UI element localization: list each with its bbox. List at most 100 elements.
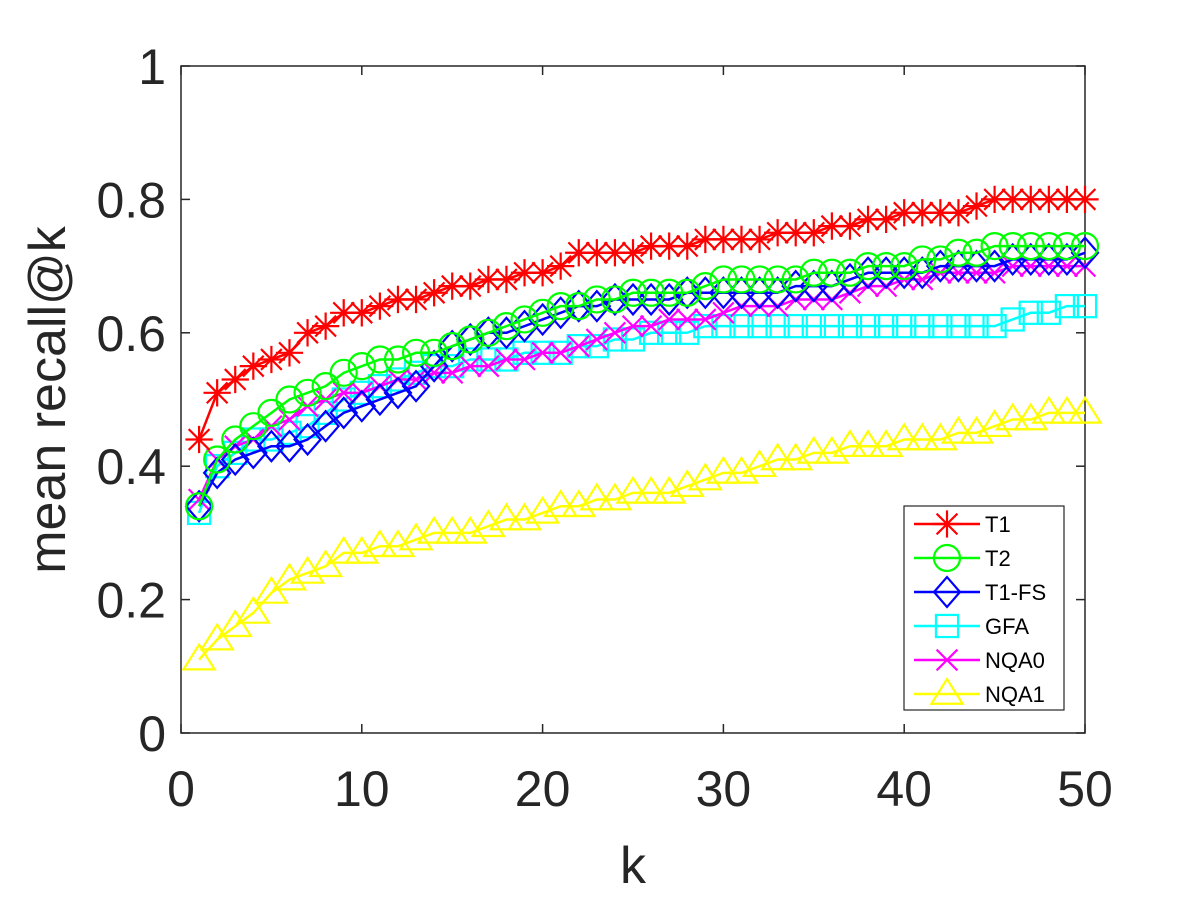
- data-point: [271, 562, 308, 591]
- axis-ticks: 0 10 20 30 40 50 0 0.2 0.4 0.6 0.8 1: [96, 39, 1112, 817]
- data-point: [868, 429, 904, 458]
- data-point: [964, 313, 989, 339]
- data-point: [854, 205, 882, 234]
- data-point: [873, 313, 899, 339]
- data-point: [602, 327, 628, 352]
- data-point: [892, 313, 917, 339]
- data-point: [872, 205, 900, 234]
- data-point: [636, 278, 666, 307]
- data-point: [890, 252, 919, 281]
- data-point: [329, 396, 359, 430]
- data-point: [783, 313, 808, 339]
- data-point: [1071, 185, 1099, 214]
- data-point: [459, 354, 482, 378]
- y-tick-label: 0.6: [96, 306, 166, 362]
- data-point: [1067, 395, 1103, 424]
- y-tick-label: 0.8: [96, 172, 166, 228]
- data-point: [778, 442, 814, 471]
- data-point: [908, 245, 937, 274]
- data-point: [908, 199, 936, 227]
- data-point: [801, 313, 826, 339]
- data-point: [926, 199, 955, 227]
- data-point: [438, 272, 466, 300]
- data-point: [818, 212, 846, 240]
- data-point: [832, 429, 868, 458]
- data-point: [567, 334, 590, 358]
- data-point: [510, 259, 539, 287]
- data-point: [944, 238, 973, 267]
- legend-marker: [934, 613, 960, 639]
- data-point: [565, 239, 593, 267]
- series-t1: [185, 185, 1099, 454]
- data-point: [420, 338, 449, 367]
- data-point: [781, 265, 810, 294]
- data-point: [383, 376, 413, 410]
- data-point: [998, 231, 1027, 261]
- data-point: [384, 285, 412, 314]
- data-point: [745, 265, 774, 294]
- data-point: [962, 192, 991, 220]
- data-point: [583, 239, 611, 267]
- data-point: [561, 489, 597, 518]
- data-point: [958, 415, 995, 444]
- data-point: [982, 313, 1007, 339]
- data-point: [637, 232, 665, 260]
- data-point: [434, 515, 470, 544]
- data-point: [311, 372, 340, 401]
- data-point: [817, 258, 846, 287]
- data-point: [582, 285, 611, 314]
- legend-item-nqa1: NQA1: [914, 676, 1045, 707]
- legend-box: [903, 505, 1065, 711]
- data-point: [416, 515, 452, 544]
- data-point: [474, 318, 503, 347]
- data-point: [311, 312, 340, 340]
- y-tick-label: 0.4: [96, 439, 166, 495]
- data-point: [235, 595, 271, 624]
- legend-label: T2: [985, 546, 1011, 571]
- data-point: [597, 482, 633, 511]
- data-point: [673, 278, 702, 307]
- legend-marker: [933, 510, 961, 538]
- data-point: [694, 308, 717, 331]
- data-point: [741, 449, 778, 478]
- data-point: [1035, 185, 1063, 214]
- data-point: [330, 299, 358, 327]
- data-point: [814, 435, 850, 464]
- data-point: [506, 502, 543, 531]
- data-point: [275, 429, 304, 463]
- legend-label: NQA1: [985, 682, 1045, 707]
- series-line-t1-fs: [197, 251, 1086, 507]
- x-tick-label: 40: [876, 761, 932, 817]
- data-point: [203, 445, 232, 474]
- y-tick-label: 0.2: [96, 573, 166, 629]
- legend-label: GFA: [985, 614, 1029, 639]
- data-point: [362, 529, 398, 558]
- data-point: [203, 379, 231, 407]
- data-point: [676, 308, 699, 331]
- data-point: [999, 185, 1027, 214]
- data-point: [995, 402, 1031, 431]
- data-point: [528, 298, 557, 327]
- data-point: [293, 422, 323, 457]
- x-tick-label: 20: [515, 761, 571, 817]
- series-line-nqa0: [197, 264, 1085, 501]
- data-point: [326, 535, 362, 564]
- data-point: [546, 296, 576, 330]
- data-point: [618, 278, 648, 307]
- data-point: [488, 502, 525, 531]
- data-point: [601, 239, 629, 267]
- data-point: [872, 252, 901, 281]
- data-point: [1034, 231, 1063, 261]
- data-point: [181, 642, 217, 671]
- data-point: [835, 258, 865, 287]
- data-point: [584, 333, 609, 359]
- data-point: [257, 345, 286, 374]
- data-point: [1052, 231, 1082, 261]
- data-point: [495, 348, 518, 371]
- data-point: [220, 442, 250, 477]
- data-point: [579, 482, 615, 511]
- data-point: [1000, 307, 1025, 332]
- data-point: [946, 313, 971, 339]
- data-point: [633, 475, 669, 504]
- data-point: [275, 385, 304, 414]
